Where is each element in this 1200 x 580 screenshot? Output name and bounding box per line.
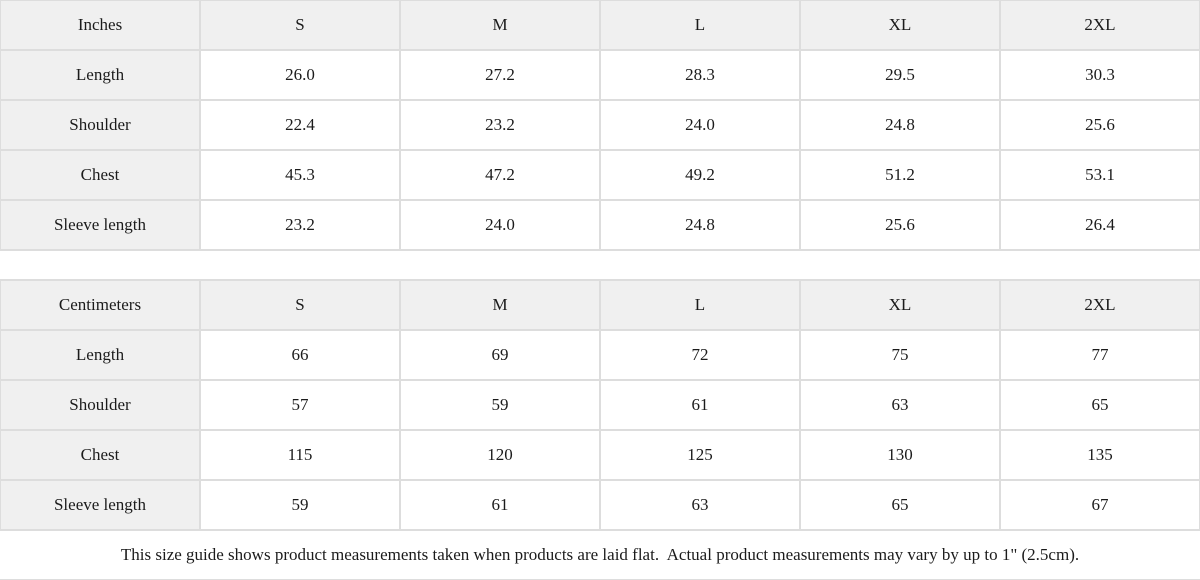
size-value: 66 (200, 330, 400, 380)
table-row: Shoulder 22.4 23.2 24.0 24.8 25.6 (0, 100, 1200, 150)
size-value: 25.6 (1000, 100, 1200, 150)
size-value: 23.2 (200, 200, 400, 250)
size-value: 59 (400, 380, 600, 430)
table-spacer-row (0, 250, 1200, 280)
size-value: 25.6 (800, 200, 1000, 250)
size-value: 75 (800, 330, 1000, 380)
size-value: 49.2 (600, 150, 800, 200)
row-label-shoulder: Shoulder (0, 100, 200, 150)
size-header-m: M (400, 0, 600, 50)
table-row: Shoulder 57 59 61 63 65 (0, 380, 1200, 430)
size-value: 135 (1000, 430, 1200, 480)
row-label-length: Length (0, 50, 200, 100)
size-value: 130 (800, 430, 1000, 480)
size-value: 115 (200, 430, 400, 480)
size-value: 65 (800, 480, 1000, 530)
size-value: 27.2 (400, 50, 600, 100)
size-header-s: S (200, 280, 400, 330)
size-header-s: S (200, 0, 400, 50)
footnote-row: This size guide shows product measuremen… (0, 530, 1200, 580)
table-row: Chest 115 120 125 130 135 (0, 430, 1200, 480)
size-value: 24.0 (400, 200, 600, 250)
row-label-sleeve-length: Sleeve length (0, 200, 200, 250)
size-value: 120 (400, 430, 600, 480)
row-label-sleeve-length: Sleeve length (0, 480, 200, 530)
size-value: 47.2 (400, 150, 600, 200)
size-value: 77 (1000, 330, 1200, 380)
size-value: 24.8 (800, 100, 1000, 150)
inches-header-row: Inches S M L XL 2XL (0, 0, 1200, 50)
size-value: 28.3 (600, 50, 800, 100)
size-value: 45.3 (200, 150, 400, 200)
size-value: 63 (600, 480, 800, 530)
row-label-shoulder: Shoulder (0, 380, 200, 430)
size-value: 24.8 (600, 200, 800, 250)
size-header-2xl: 2XL (1000, 0, 1200, 50)
size-value: 53.1 (1000, 150, 1200, 200)
row-label-chest: Chest (0, 150, 200, 200)
unit-header-centimeters: Centimeters (0, 280, 200, 330)
size-value: 23.2 (400, 100, 600, 150)
size-header-l: L (600, 280, 800, 330)
size-value: 57 (200, 380, 400, 430)
row-label-chest: Chest (0, 430, 200, 480)
size-value: 67 (1000, 480, 1200, 530)
size-value: 65 (1000, 380, 1200, 430)
size-value: 61 (600, 380, 800, 430)
size-value: 30.3 (1000, 50, 1200, 100)
size-value: 72 (600, 330, 800, 380)
table-row: Sleeve length 59 61 63 65 67 (0, 480, 1200, 530)
spacer-cell (0, 250, 1200, 280)
size-header-xl: XL (800, 0, 1000, 50)
size-value: 26.0 (200, 50, 400, 100)
table-row: Length 66 69 72 75 77 (0, 330, 1200, 380)
size-value: 59 (200, 480, 400, 530)
row-label-length: Length (0, 330, 200, 380)
table-row: Length 26.0 27.2 28.3 29.5 30.3 (0, 50, 1200, 100)
size-header-xl: XL (800, 280, 1000, 330)
size-value: 63 (800, 380, 1000, 430)
size-guide-note: This size guide shows product measuremen… (0, 530, 1200, 580)
size-value: 69 (400, 330, 600, 380)
size-value: 29.5 (800, 50, 1000, 100)
size-value: 61 (400, 480, 600, 530)
centimeters-header-row: Centimeters S M L XL 2XL (0, 280, 1200, 330)
table-row: Chest 45.3 47.2 49.2 51.2 53.1 (0, 150, 1200, 200)
size-header-m: M (400, 280, 600, 330)
size-value: 24.0 (600, 100, 800, 150)
unit-header-inches: Inches (0, 0, 200, 50)
size-value: 51.2 (800, 150, 1000, 200)
size-value: 26.4 (1000, 200, 1200, 250)
size-header-l: L (600, 0, 800, 50)
size-header-2xl: 2XL (1000, 280, 1200, 330)
size-value: 22.4 (200, 100, 400, 150)
size-value: 125 (600, 430, 800, 480)
table-row: Sleeve length 23.2 24.0 24.8 25.6 26.4 (0, 200, 1200, 250)
